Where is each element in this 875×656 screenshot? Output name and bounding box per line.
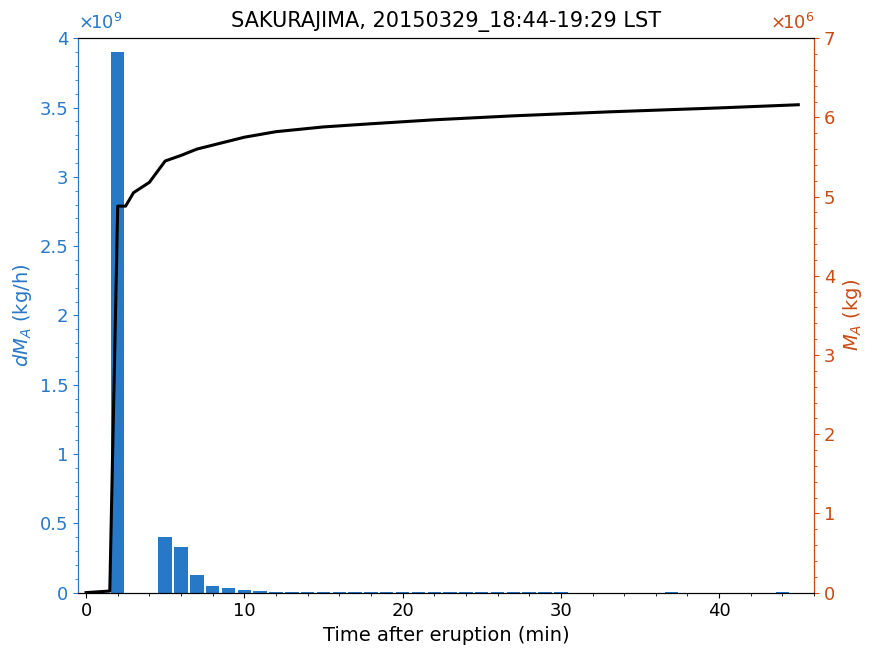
Bar [254,591,267,592]
Bar [238,590,251,592]
Bar [221,588,235,592]
Text: $\times\!10^6$: $\times\!10^6$ [770,12,814,33]
Bar [111,52,124,592]
Y-axis label: $\mathit{M}_A$ (kg): $\mathit{M}_A$ (kg) [841,279,864,352]
Bar [158,537,172,592]
Y-axis label: $\mathit{dM}_A$ (kg/h): $\mathit{dM}_A$ (kg/h) [11,264,34,367]
Bar [174,547,188,592]
X-axis label: Time after eruption (min): Time after eruption (min) [323,626,570,645]
Title: SAKURAJIMA, 20150329_18:44-19:29 LST: SAKURAJIMA, 20150329_18:44-19:29 LST [231,11,662,32]
Bar [190,575,204,592]
Bar [206,586,220,592]
Text: $\times\!10^9$: $\times\!10^9$ [78,12,123,33]
